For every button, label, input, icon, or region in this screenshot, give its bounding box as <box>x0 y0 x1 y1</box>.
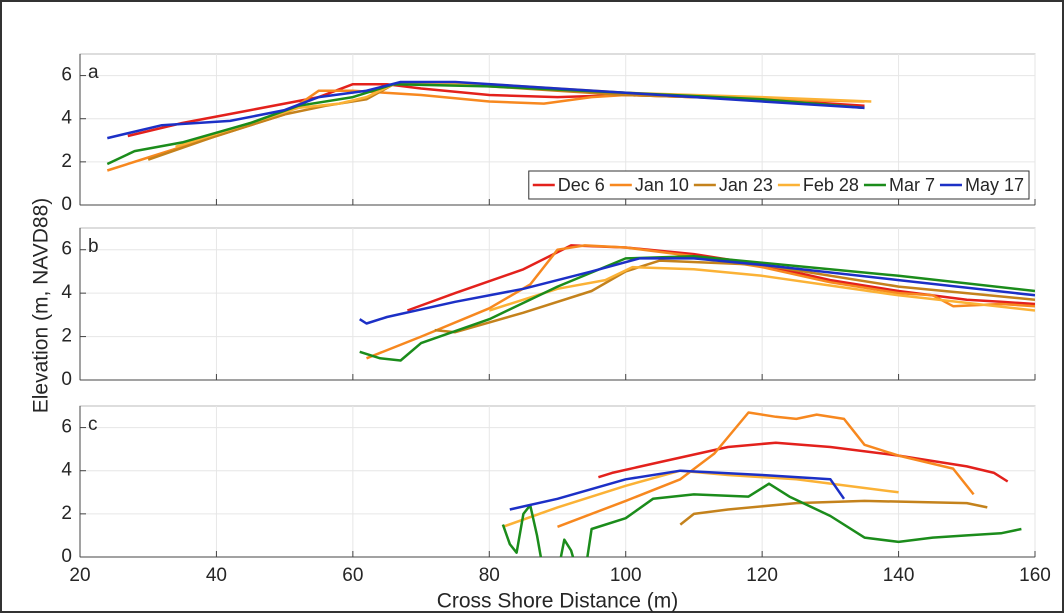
y-tick-label: 0 <box>61 546 72 567</box>
series-line <box>509 469 846 511</box>
y-tick-label: 2 <box>61 326 72 347</box>
legend: Dec 6 Jan 10 Jan 23 Feb 28 Mar 7 May 17 <box>528 170 1030 200</box>
series-group <box>106 80 872 172</box>
y-axis-label: Elevation (m, NAVD88) <box>30 198 53 414</box>
y-tick-label: 4 <box>61 108 72 129</box>
series-group <box>501 411 1022 557</box>
y-tick-label: 6 <box>61 417 72 438</box>
legend-label: Dec 6 <box>558 175 605 195</box>
y-tick-label: 0 <box>61 194 72 215</box>
series-line <box>598 441 1009 483</box>
series-line <box>501 482 1022 557</box>
legend-label: May 17 <box>965 175 1024 195</box>
x-tick-label: 160 <box>1019 565 1051 586</box>
panel-label: b <box>88 236 99 257</box>
x-tick-label: 80 <box>479 565 500 586</box>
y-tick-label: 6 <box>61 239 72 260</box>
y-tick-label: 4 <box>61 282 72 303</box>
plot-area <box>79 405 1036 558</box>
series-line <box>359 254 1035 362</box>
panel-label: c <box>88 414 98 435</box>
x-axis-label: Cross Shore Distance (m) <box>437 590 679 613</box>
series-line <box>557 411 975 528</box>
y-tick-label: 2 <box>61 151 72 172</box>
series-line <box>359 257 1035 325</box>
series-line <box>679 499 988 526</box>
x-tick-label: 120 <box>746 565 778 586</box>
x-tick-label: 40 <box>206 565 227 586</box>
y-tick-label: 0 <box>61 369 72 390</box>
x-tick-label: 100 <box>610 565 642 586</box>
legend-label: Mar 7 <box>889 175 935 195</box>
panel-label: a <box>88 62 99 83</box>
series-line <box>488 265 1035 312</box>
y-tick-label: 2 <box>61 503 72 524</box>
series-line <box>107 80 865 140</box>
legend-label: Jan 23 <box>719 175 773 195</box>
x-tick-label: 60 <box>342 565 363 586</box>
legend-label: Jan 10 <box>635 175 689 195</box>
series-group <box>359 244 1035 362</box>
x-tick-label: 140 <box>883 565 915 586</box>
y-tick-label: 6 <box>61 65 72 86</box>
x-tick-label: 20 <box>69 565 90 586</box>
y-tick-label: 4 <box>61 460 72 481</box>
legend-label: Feb 28 <box>803 175 859 195</box>
